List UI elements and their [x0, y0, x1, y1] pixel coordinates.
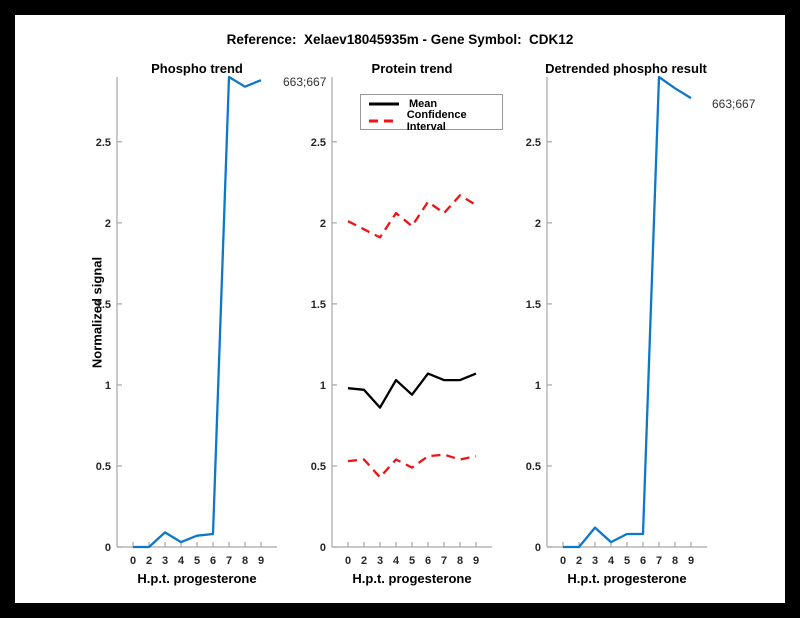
y-tick-label: 2.5 [96, 137, 111, 149]
x-tick-label: 7 [441, 555, 447, 567]
y-tick-label: 0.5 [526, 461, 541, 473]
x-tick-label: 7 [226, 555, 232, 567]
x-tick-label: 7 [656, 555, 662, 567]
x-tick-label: 2 [146, 555, 152, 567]
x-tick-label: 2 [361, 555, 367, 567]
x-tick-label: 3 [162, 555, 168, 567]
legend-item-confidence-interval: Confidence Interval [361, 109, 502, 133]
x-tick-label: 6 [425, 555, 431, 567]
legend-item-mean: Mean [361, 95, 502, 112]
chart1-peak-annotation: 663;667 [283, 75, 327, 89]
chart2-title: Protein trend [371, 61, 453, 76]
figure-title: Reference: Xelaev18045935m - Gene Symbol… [226, 32, 574, 47]
x-tick-label: 8 [672, 555, 678, 567]
x-tick-label: 2 [576, 555, 582, 567]
x-tick-label: 8 [457, 555, 463, 567]
chart1-title: Phospho trend [151, 61, 243, 76]
x-tick-label: 0 [130, 555, 136, 567]
y-tick-label: 2.5 [526, 137, 541, 149]
legend-label-mean: Mean [409, 97, 438, 110]
x-tick-label: 3 [592, 555, 598, 567]
x-tick-label: 8 [242, 555, 248, 567]
confidence-interval-line-sample [369, 119, 399, 122]
legend-label-confidence-interval: Confidence Interval [406, 108, 467, 133]
x-tick-label: 5 [194, 555, 200, 567]
y-tick-label: 0 [320, 542, 326, 554]
y-tick-label: 2 [535, 218, 541, 230]
figure-canvas: Reference: Xelaev18045935m - Gene Symbol… [15, 15, 785, 603]
chart3-title: Detrended phospho result [545, 61, 707, 76]
y-tick-label: 2.5 [311, 137, 326, 149]
y-tick-label: 0.5 [311, 461, 326, 473]
x-tick-label: 0 [345, 555, 351, 567]
series-Confidence Interval upper [347, 194, 477, 239]
series-Mean [347, 372, 477, 409]
series-Detrended phospho signal 663;667 [563, 75, 692, 549]
y-tick-label: 0.5 [96, 461, 111, 473]
y-tick-label: 1 [320, 380, 326, 392]
x-tick-label: 4 [393, 555, 400, 567]
legend-box: Mean Confidence Interval [360, 94, 503, 133]
y-tick-label: 1 [105, 380, 111, 392]
x-tick-label: 9 [688, 555, 694, 567]
x-tick-label: 4 [608, 555, 615, 567]
series-Phospho signal 663;667 [133, 75, 262, 549]
chart3-peak-annotation: 663;667 [712, 97, 756, 111]
detrended-phospho-plot: 00.511.522.50 2 3 4 5 6 7 8 9 [526, 75, 707, 567]
x-tick-label: 6 [640, 555, 646, 567]
x-tick-label: 6 [210, 555, 216, 567]
chart2-x-axis-label: H.p.t. progesterone [352, 571, 472, 586]
x-tick-label: 9 [473, 555, 479, 567]
protein-trend-plot: 00.511.522.50 2 3 4 5 6 7 8 9 [311, 77, 492, 567]
y-tick-label: 1 [535, 380, 541, 392]
x-tick-label: 3 [377, 555, 383, 567]
y-tick-label: 0 [105, 542, 111, 554]
y-tick-label: 1.5 [311, 299, 326, 311]
x-tick-label: 0 [560, 555, 566, 567]
phospho-trend-plot: 00.511.522.50 2 3 4 5 6 7 8 9 [96, 75, 277, 567]
y-tick-label: 1.5 [96, 299, 111, 311]
x-tick-label: 5 [624, 555, 630, 567]
y-tick-label: 1.5 [526, 299, 541, 311]
y-tick-label: 0 [535, 542, 541, 554]
mean-line-sample [369, 102, 399, 105]
x-tick-label: 5 [409, 555, 415, 567]
chart3-x-axis-label: H.p.t. progesterone [567, 571, 687, 586]
chart1-x-axis-label: H.p.t. progesterone [137, 571, 257, 586]
y-tick-label: 2 [320, 218, 326, 230]
x-tick-label: 4 [178, 555, 185, 567]
series-Confidence Interval lower [347, 453, 477, 479]
x-tick-label: 9 [258, 555, 264, 567]
y-tick-label: 2 [105, 218, 111, 230]
